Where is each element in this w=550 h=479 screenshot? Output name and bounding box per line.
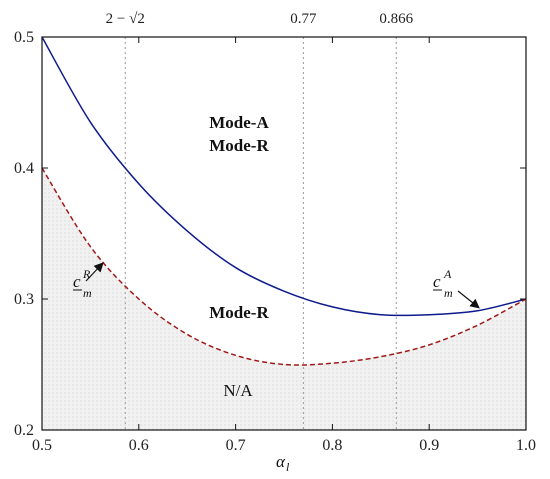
annotation-cmR: c R m <box>73 262 104 300</box>
x-tick-label-5: 1.0 <box>516 437 536 454</box>
x-axis-label-main: α <box>276 452 286 471</box>
x-tick-label-0: 0.5 <box>32 437 52 454</box>
reference-line-label-2: 0.866 <box>379 11 413 27</box>
axis-ticks: 0.5 0.6 0.7 0.8 0.9 1.0 0.2 0.3 0.4 0.5 <box>14 29 536 454</box>
region-label-mode-r-middle: Mode-R <box>209 303 269 322</box>
x-axis-label: α l <box>276 452 290 474</box>
annotation-cmA-sup: A <box>443 267 452 281</box>
annotation-cmA-main: c <box>433 272 441 291</box>
annotation-cmR-main: c <box>73 272 81 291</box>
y-tick-label-1: 0.3 <box>14 291 34 308</box>
annotation-cmR-sup: R <box>82 267 91 281</box>
x-tick-label-2: 0.7 <box>226 437 246 454</box>
series-lines <box>41 36 527 366</box>
annotation-cmA-arrow <box>457 290 480 309</box>
reference-lines <box>124 37 397 430</box>
series-line-cmR <box>41 167 527 366</box>
y-tick-label-0: 0.2 <box>14 422 34 439</box>
series-line-cmA <box>41 36 527 317</box>
y-tick-label-3: 0.5 <box>14 29 34 46</box>
y-tick-label-2: 0.4 <box>14 160 34 177</box>
annotation-cmR-arrow <box>85 262 104 282</box>
x-axis-label-sub: l <box>286 460 290 474</box>
plot-frame <box>41 36 527 431</box>
reference-line-label-1: 0.77 <box>290 11 317 27</box>
na-shaded-region <box>42 168 526 430</box>
x-tick-label-4: 0.9 <box>419 437 439 454</box>
region-label-mode-a: Mode-A <box>209 113 269 132</box>
annotation-cmA: c A m <box>433 267 480 309</box>
reference-line-labels: 2 − √2 0.77 0.866 <box>106 11 414 27</box>
x-tick-label-1: 0.6 <box>129 437 149 454</box>
annotation-cmR-sub: m <box>83 286 92 300</box>
annotation-cmA-sub: m <box>444 286 453 300</box>
x-tick-label-3: 0.8 <box>322 437 342 454</box>
region-label-mode-r-upper: Mode-R <box>209 136 269 155</box>
region-label-na: N/A <box>223 381 253 400</box>
reference-line-label-0: 2 − √2 <box>106 11 145 27</box>
